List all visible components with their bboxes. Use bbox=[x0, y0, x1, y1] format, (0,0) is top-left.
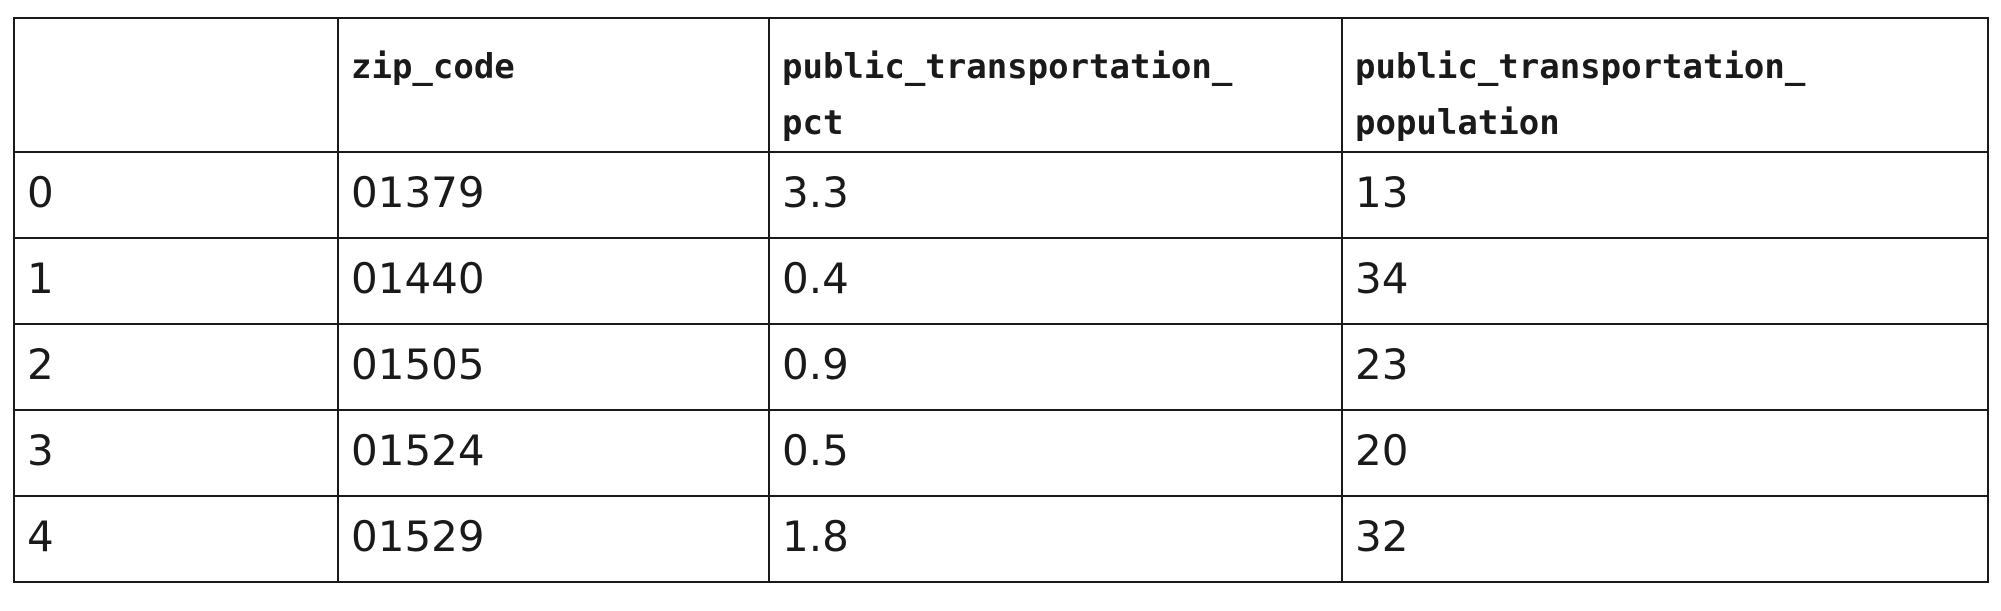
header-zip-code: zip_code bbox=[337, 17, 770, 153]
zip-code-cell: 01440 bbox=[337, 237, 770, 325]
row-index: 4 bbox=[13, 495, 339, 583]
header-row: zip_code public_transportation_ pct publi… bbox=[13, 17, 1989, 153]
zip-code-cell: 01379 bbox=[337, 151, 770, 239]
table-row: 2 01505 0.9 23 bbox=[13, 323, 1989, 411]
header-public-transportation-pct: public_transportation_ pct bbox=[768, 17, 1343, 153]
row-index: 0 bbox=[13, 151, 339, 239]
zip-code-cell: 01524 bbox=[337, 409, 770, 497]
pct-cell: 3.3 bbox=[768, 151, 1343, 239]
table-row: 0 01379 3.3 13 bbox=[13, 151, 1989, 239]
population-cell: 32 bbox=[1341, 495, 1989, 583]
population-cell: 34 bbox=[1341, 237, 1989, 325]
pct-cell: 0.5 bbox=[768, 409, 1343, 497]
zip-code-cell: 01505 bbox=[337, 323, 770, 411]
header-public-transportation-population: public_transportation_ population bbox=[1341, 17, 1989, 153]
pct-cell: 0.4 bbox=[768, 237, 1343, 325]
row-index: 3 bbox=[13, 409, 339, 497]
table-row: 1 01440 0.4 34 bbox=[13, 237, 1989, 325]
population-cell: 20 bbox=[1341, 409, 1989, 497]
data-table: zip_code public_transportation_ pct publi… bbox=[13, 17, 1989, 583]
population-cell: 13 bbox=[1341, 151, 1989, 239]
pct-cell: 0.9 bbox=[768, 323, 1343, 411]
row-index: 2 bbox=[13, 323, 339, 411]
row-index: 1 bbox=[13, 237, 339, 325]
population-cell: 23 bbox=[1341, 323, 1989, 411]
table-row: 3 01524 0.5 20 bbox=[13, 409, 1989, 497]
header-index bbox=[13, 17, 339, 153]
table-row: 4 01529 1.8 32 bbox=[13, 495, 1989, 583]
pct-cell: 1.8 bbox=[768, 495, 1343, 583]
zip-code-cell: 01529 bbox=[337, 495, 770, 583]
